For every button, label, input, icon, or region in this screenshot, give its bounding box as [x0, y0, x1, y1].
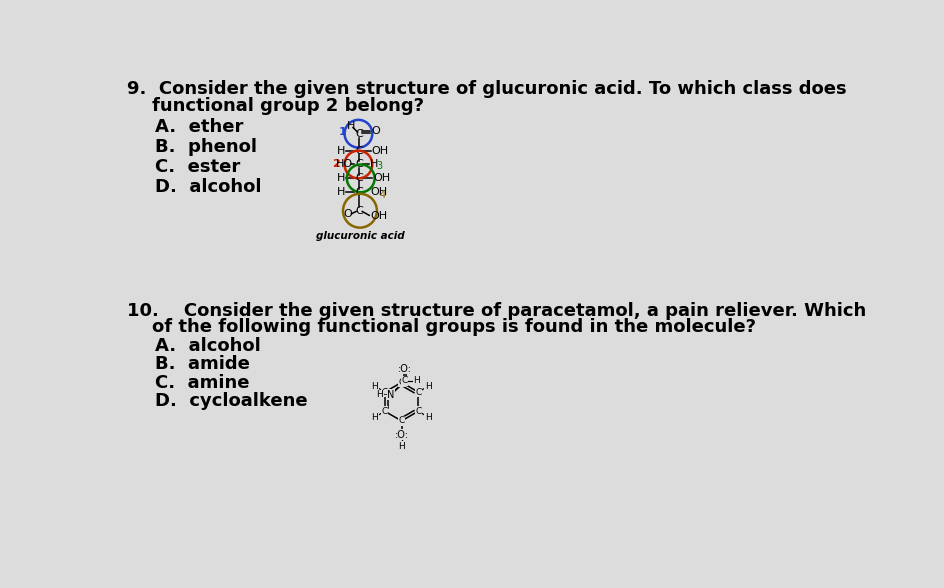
- Text: C: C: [355, 129, 362, 139]
- Text: H: H: [425, 413, 431, 422]
- Text: A.  alcohol: A. alcohol: [155, 337, 261, 355]
- Text: 1: 1: [338, 127, 346, 137]
- Text: D.  cycloalkene: D. cycloalkene: [155, 392, 308, 410]
- Text: C: C: [398, 416, 404, 425]
- Text: H: H: [337, 173, 346, 183]
- Text: H: H: [337, 146, 346, 156]
- Text: C: C: [355, 206, 362, 216]
- Text: D.  alcohol: D. alcohol: [155, 178, 261, 196]
- Text: O: O: [343, 209, 351, 219]
- Text: C: C: [414, 407, 421, 416]
- Text: H: H: [346, 121, 355, 131]
- Text: C: C: [381, 407, 388, 416]
- Text: C: C: [355, 146, 362, 156]
- Text: 2: 2: [332, 159, 340, 169]
- Text: 10.    Consider the given structure of paracetamol, a pain reliever. Which: 10. Consider the given structure of para…: [126, 302, 865, 319]
- Text: H: H: [377, 390, 383, 399]
- Text: B.  phenol: B. phenol: [155, 138, 257, 156]
- Text: C: C: [355, 159, 362, 169]
- Text: HO: HO: [336, 159, 353, 169]
- Text: C.  amine: C. amine: [155, 374, 249, 392]
- Text: C: C: [398, 378, 404, 387]
- Text: B.  amide: B. amide: [155, 356, 250, 373]
- Text: 4: 4: [379, 191, 386, 201]
- Text: :O:: :O:: [395, 430, 408, 440]
- Text: C: C: [355, 173, 362, 183]
- Text: C.  ester: C. ester: [155, 158, 240, 176]
- Text: :O:: :O:: [397, 363, 412, 373]
- Text: A.  ether: A. ether: [155, 118, 244, 136]
- Text: H: H: [337, 187, 346, 197]
- Text: OH: OH: [370, 211, 387, 221]
- Text: C: C: [414, 387, 421, 396]
- Text: O: O: [371, 126, 379, 136]
- Text: H: H: [413, 376, 420, 385]
- Text: functional group 2 belong?: functional group 2 belong?: [126, 97, 423, 115]
- Text: C: C: [401, 376, 407, 385]
- Text: OH: OH: [371, 146, 388, 156]
- Text: H: H: [425, 382, 431, 391]
- Text: 3: 3: [376, 161, 381, 171]
- Text: H: H: [397, 442, 404, 451]
- Text: glucuronic acid: glucuronic acid: [315, 230, 404, 240]
- Text: N: N: [387, 390, 394, 400]
- Text: H: H: [371, 382, 378, 391]
- Text: OH: OH: [370, 187, 387, 197]
- Text: C: C: [381, 387, 388, 396]
- Text: of the following functional groups is found in the molecule?: of the following functional groups is fo…: [126, 319, 755, 336]
- Text: OH: OH: [373, 173, 390, 183]
- Text: 9.  Consider the given structure of glucuronic acid. To which class does: 9. Consider the given structure of glucu…: [126, 80, 846, 98]
- Text: H: H: [370, 159, 378, 169]
- Text: H: H: [371, 413, 378, 422]
- Text: C: C: [355, 187, 362, 197]
